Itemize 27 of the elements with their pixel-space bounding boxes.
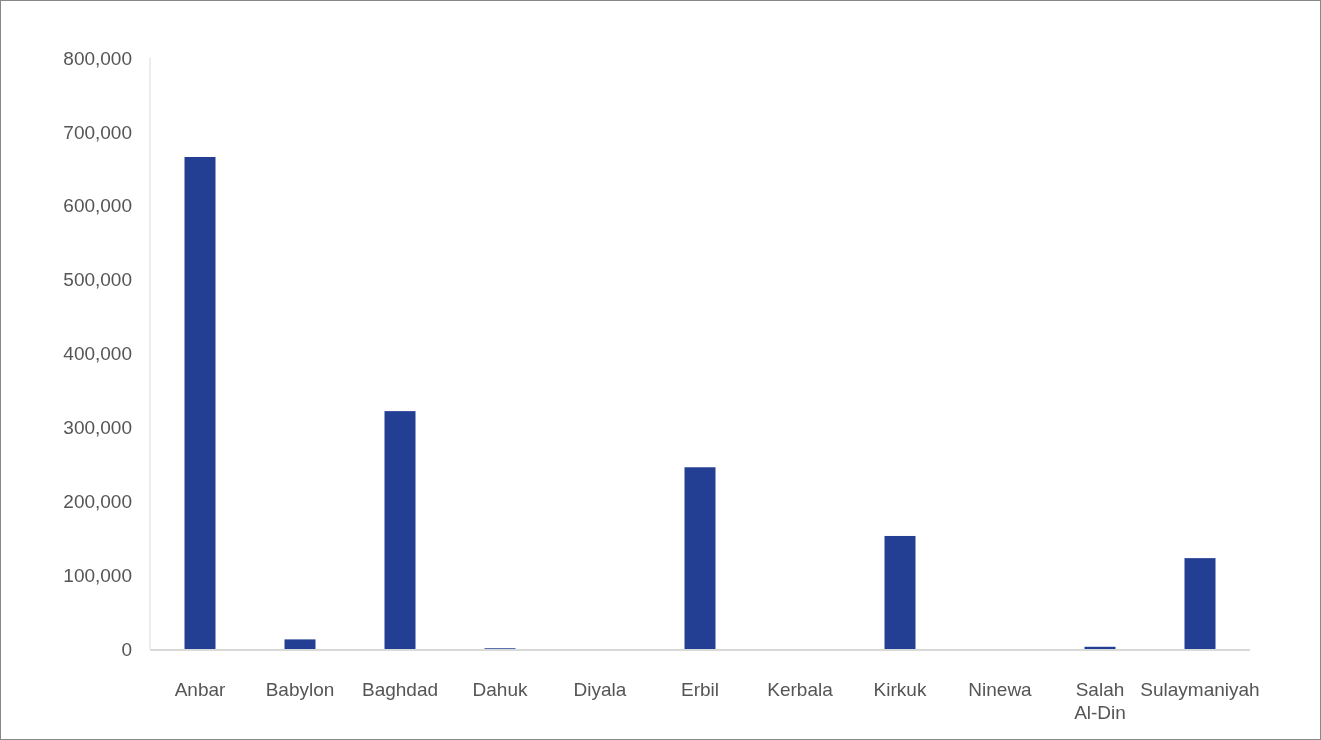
y-tick-label: 700,000 — [63, 121, 132, 143]
x-tick-label: Erbil — [680, 679, 720, 700]
x-tick-label: Baghdad — [361, 679, 439, 700]
y-tick-label: 400,000 — [63, 343, 132, 365]
x-tick-label: Kirkuk — [873, 679, 927, 700]
y-tick-label: 600,000 — [63, 195, 132, 217]
y-tick-label: 0 — [121, 638, 132, 660]
bar — [1084, 646, 1116, 649]
x-tick-label: Diyala — [573, 679, 627, 700]
bar — [284, 639, 316, 649]
bar — [384, 411, 416, 649]
x-tick-label: Ninewa — [968, 679, 1033, 700]
bar — [1184, 558, 1216, 649]
y-tick-label: 100,000 — [63, 564, 132, 586]
bar — [884, 535, 916, 649]
y-tick-label: 800,000 — [63, 47, 132, 69]
y-tick-label: 200,000 — [63, 490, 132, 512]
x-tick-label: Dahuk — [472, 679, 528, 700]
x-tick-label: Anbar — [174, 679, 227, 700]
x-tick-label: Salah Al-Din — [1074, 679, 1126, 723]
bar — [184, 156, 216, 649]
x-tick-label: Kerbala — [767, 679, 834, 700]
y-tick-label: 500,000 — [63, 269, 132, 291]
bar — [684, 467, 716, 649]
y-tick-label: 300,000 — [63, 417, 132, 439]
x-tick-label: Babylon — [265, 679, 335, 700]
x-tick-label: Sulaymaniyah — [1140, 679, 1260, 700]
